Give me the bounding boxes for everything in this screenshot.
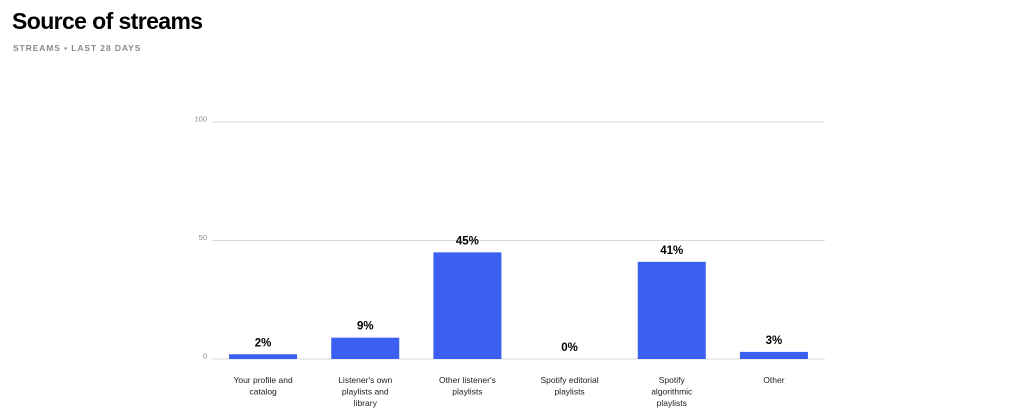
- chart-labels: 0 50 100 2% Your profile and catalog 9% Listene…: [194, 115, 784, 409]
- data-label-3: 0%: [561, 342, 578, 354]
- bar-1: [331, 337, 400, 359]
- bar-2: [433, 252, 502, 359]
- category-label-line: catalog: [249, 387, 277, 397]
- category-label-line: library: [354, 398, 378, 408]
- category-label-line: Other listener's: [439, 375, 496, 385]
- data-label-5: 3%: [766, 335, 783, 347]
- y-tick-label-0: 0: [203, 352, 207, 361]
- category-label-line: Listener's own: [338, 375, 392, 385]
- bar-4: [637, 261, 706, 359]
- category-label-4: Spotify algorithmic playlists: [651, 375, 693, 408]
- data-label-2: 45%: [456, 235, 479, 247]
- data-label-1: 9%: [357, 321, 374, 333]
- category-label-line: algorithmic: [651, 387, 693, 397]
- data-label-4: 41%: [660, 245, 683, 257]
- category-label-line: playlists and: [342, 387, 389, 397]
- page-subtitle: STREAMS • LAST 28 DAYS: [13, 43, 142, 53]
- category-label-line: Spotify: [659, 375, 686, 385]
- bar-0: [229, 354, 298, 359]
- category-label-line: playlists: [452, 387, 482, 397]
- category-label-line: Other: [763, 375, 784, 385]
- category-label-0: Your profile and catalog: [233, 375, 293, 397]
- category-label-line: playlists: [657, 398, 687, 408]
- category-label-2: Other listener's playlists: [439, 375, 496, 397]
- category-label-line: Spotify editorial: [541, 375, 599, 385]
- chart-bars: [229, 252, 808, 359]
- data-label-0: 2%: [255, 337, 272, 349]
- bar-5: [739, 351, 808, 359]
- chart-grid: [212, 121, 825, 360]
- category-label-5: Other: [763, 375, 784, 385]
- page-title: Source of streams: [12, 8, 203, 34]
- category-label-line: playlists: [554, 387, 584, 397]
- category-label-3: Spotify editorial playlists: [541, 375, 599, 397]
- category-label-line: Your profile and: [233, 375, 293, 385]
- category-label-1: Listener's own playlists and library: [338, 375, 392, 408]
- y-tick-label-100: 100: [194, 115, 207, 124]
- y-tick-label-50: 50: [199, 233, 207, 242]
